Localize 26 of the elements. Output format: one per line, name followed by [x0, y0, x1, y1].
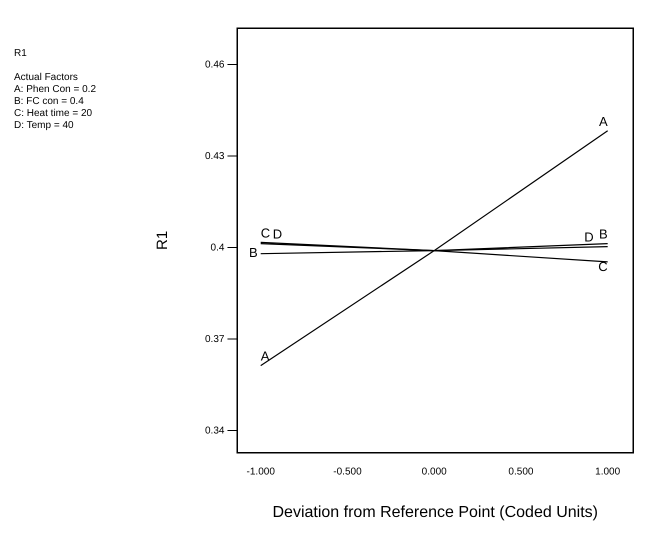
y-tick-label: 0.43 [204, 150, 225, 162]
x-tick-label: -1.000 [246, 466, 276, 478]
text: D: Temp = 40 [14, 120, 75, 132]
y-tick-label: 0.34 [204, 425, 225, 436]
series-label: B [599, 226, 608, 242]
y-tick-label: 0.46 [204, 59, 225, 70]
y-tick-label: 0.37 [204, 334, 225, 345]
text: D [272, 226, 282, 242]
text: A: Phen Con = 0.2 [14, 84, 96, 96]
series-label: C [260, 225, 270, 240]
x-tick-label: 0.500 [508, 466, 534, 478]
text: B: FC con = 0.4 [14, 96, 85, 108]
text: R1 [14, 48, 28, 60]
series-label: D [584, 230, 594, 245]
series-label: A [260, 348, 270, 364]
text: C [598, 258, 608, 274]
x-axis-title: Deviation from Reference Point (Coded Units) [272, 504, 598, 521]
y-axis-title: R1 [154, 230, 172, 250]
text: A [599, 114, 608, 129]
x-tick-label: 1.000 [595, 466, 621, 478]
text: Actual Factors [14, 72, 79, 84]
x-tick-label: -0.500 [333, 466, 362, 478]
text: B [249, 245, 258, 260]
x-tick-label: 0.000 [422, 466, 448, 478]
y-tick-label: 0.4 [210, 242, 225, 254]
text: C: Heat time = 20 [14, 108, 94, 120]
